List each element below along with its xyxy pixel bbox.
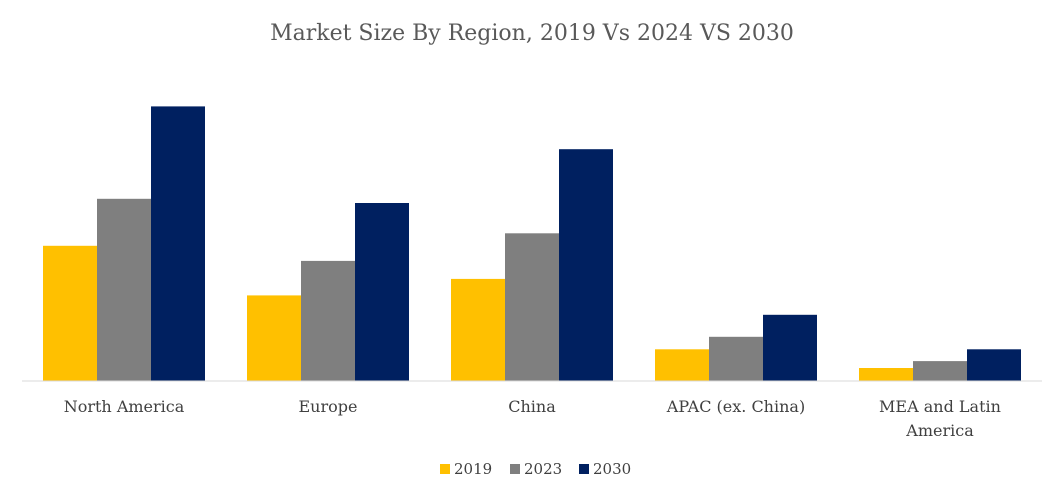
legend-label-2023: 2023 [524, 460, 562, 478]
bar-2023-1 [301, 260, 355, 381]
bars-group [43, 106, 1021, 382]
bar-2023-2 [505, 233, 559, 381]
category-labels: North America Europe China APAC (ex. China)… [64, 397, 1001, 440]
category-label-4: MEA and Latin [879, 397, 1001, 416]
chart-title: Market Size By Region, 2019 Vs 2024 VS 2… [270, 21, 794, 46]
bar-2030-2 [559, 149, 613, 381]
legend: 2019 2023 2030 [440, 460, 631, 478]
legend-swatch-2030 [579, 464, 589, 474]
bar-2023-4 [913, 361, 967, 381]
bar-2023-3 [709, 336, 763, 381]
bar-2030-0 [151, 106, 205, 382]
bar-2019-1 [247, 295, 301, 381]
category-label-1: Europe [299, 397, 358, 416]
legend-label-2030: 2030 [593, 460, 631, 478]
bar-2030-4 [967, 349, 1021, 381]
legend-swatch-2019 [440, 464, 450, 474]
bar-2030-1 [355, 203, 409, 381]
bar-2023-0 [97, 198, 151, 381]
category-label-3: APAC (ex. China) [666, 397, 805, 416]
legend-swatch-2023 [510, 464, 520, 474]
category-label-2: China [508, 397, 556, 416]
bar-2019-0 [43, 245, 97, 381]
bar-2019-2 [451, 278, 505, 381]
bar-2030-3 [763, 314, 817, 381]
category-label-4-line-1: America [905, 421, 974, 440]
bar-2019-4 [859, 368, 913, 381]
bar-2019-3 [655, 349, 709, 381]
legend-label-2019: 2019 [454, 460, 492, 478]
category-label-0: North America [64, 397, 185, 416]
